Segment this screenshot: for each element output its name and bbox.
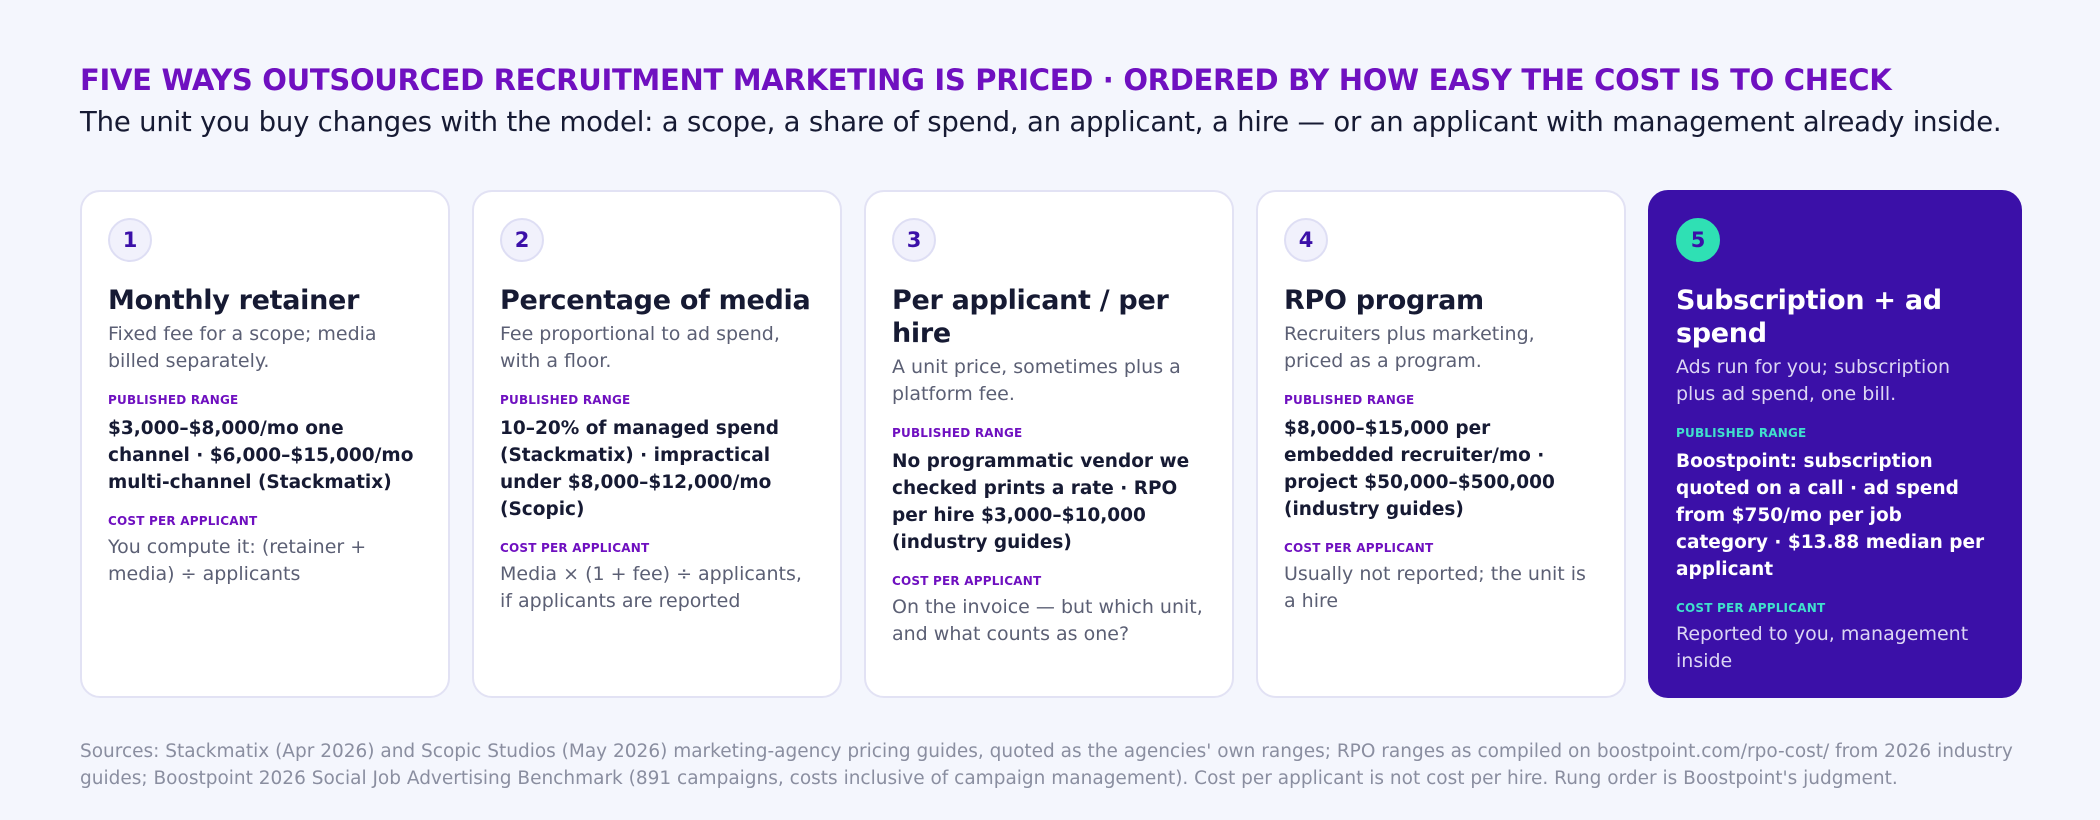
published-range-value: $3,000–$8,000/mo one channel · $6,000–$1… xyxy=(108,418,414,493)
pricing-models-list: 1 Monthly retainer Fixed fee for a scope… xyxy=(80,190,2022,698)
rank-badge: 5 xyxy=(1676,218,1720,262)
pricing-card-retainer: 1 Monthly retainer Fixed fee for a scope… xyxy=(80,190,450,698)
published-range-value: Boostpoint: subscription quoted on a cal… xyxy=(1676,451,1985,580)
cost-per-applicant-value: You compute it: (retainer + media) ÷ app… xyxy=(108,536,367,585)
card-title: Subscription + ad spend xyxy=(1676,285,1942,349)
card-description: Recruiters plus marketing, priced as a p… xyxy=(1284,323,1535,372)
cost-per-applicant-value: Reported to you, management inside xyxy=(1676,623,1969,672)
rank-badge: 4 xyxy=(1284,218,1328,262)
cost-per-applicant-label: COST PER APPLICANT xyxy=(500,541,650,555)
rank-badge: 2 xyxy=(500,218,544,262)
cost-per-applicant-label: COST PER APPLICANT xyxy=(108,514,258,528)
published-range-label: PUBLISHED RANGE xyxy=(108,393,239,407)
page-header: FIVE WAYS OUTSOURCED RECRUITMENT MARKETI… xyxy=(80,58,2022,698)
card-title: Monthly retainer xyxy=(108,285,360,316)
card-description: Ads run for you; subscription plus ad sp… xyxy=(1676,356,1951,405)
pricing-card-per-applicant: 3 Per applicant / per hire A unit price,… xyxy=(864,190,1234,698)
cost-per-applicant-value: Usually not reported; the unit is a hire xyxy=(1284,563,1586,612)
sources-footnote: Sources: Stackmatix (Apr 2026) and Scopi… xyxy=(80,741,2013,789)
cost-per-applicant-label: COST PER APPLICANT xyxy=(1676,601,1826,615)
cost-per-applicant-label: COST PER APPLICANT xyxy=(1284,541,1434,555)
page-subtitle: The unit you buy changes with the model:… xyxy=(80,106,2002,138)
pricing-card-subscription-highlighted: 5 Subscription + ad spend Ads run for yo… xyxy=(1648,190,2022,698)
published-range-label: PUBLISHED RANGE xyxy=(1676,426,1807,440)
card-description: Fixed fee for a scope; media billed sepa… xyxy=(108,323,377,372)
card-description: A unit price, sometimes plus a platform … xyxy=(892,356,1181,405)
card-title: RPO program xyxy=(1284,285,1484,316)
card-title: Per applicant / per hire xyxy=(892,285,1169,349)
published-range-label: PUBLISHED RANGE xyxy=(892,426,1023,440)
pricing-card-rpo-program: 4 RPO program Recruiters plus marketing,… xyxy=(1256,190,1626,698)
rank-badge: 3 xyxy=(892,218,936,262)
published-range-value: No programmatic vendor we checked prints… xyxy=(892,451,1190,553)
rank-badge: 1 xyxy=(108,218,152,262)
cost-per-applicant-value: On the invoice — but which unit, and wha… xyxy=(892,596,1203,645)
cost-per-applicant-value: Media × (1 + fee) ÷ applicants, if appli… xyxy=(500,563,802,612)
published-range-label: PUBLISHED RANGE xyxy=(500,393,631,407)
published-range-value: $8,000–$15,000 per embedded recruiter/mo… xyxy=(1284,418,1555,520)
card-title: Percentage of media xyxy=(500,285,811,316)
page-title: FIVE WAYS OUTSOURCED RECRUITMENT MARKETI… xyxy=(80,63,1892,97)
published-range-value: 10–20% of managed spend (Stackmatix) · i… xyxy=(500,418,780,520)
cost-per-applicant-label: COST PER APPLICANT xyxy=(892,574,1042,588)
pricing-card-percentage-of-media: 2 Percentage of media Fee proportional t… xyxy=(472,190,842,698)
published-range-label: PUBLISHED RANGE xyxy=(1284,393,1415,407)
card-description: Fee proportional to ad spend, with a flo… xyxy=(500,323,780,372)
